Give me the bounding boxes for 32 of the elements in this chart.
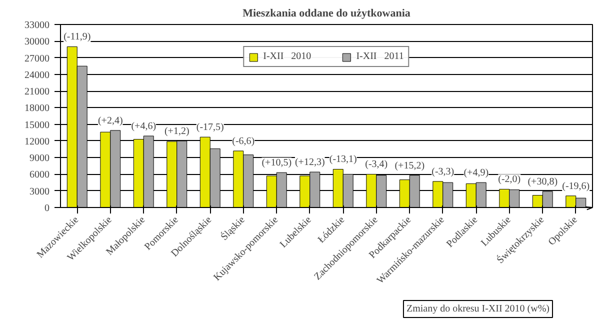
y-tick-label: 15000 bbox=[24, 120, 50, 131]
annotation: (+12,3) bbox=[294, 157, 325, 168]
annotation: (-11,9) bbox=[64, 32, 91, 43]
annotation: (+2,4) bbox=[98, 115, 123, 126]
y-tick-label: 24000 bbox=[24, 70, 50, 81]
annotation: (-6,6) bbox=[232, 136, 255, 147]
annotation: (-19,6) bbox=[562, 180, 590, 192]
annotation: (-3,4) bbox=[365, 159, 388, 170]
annotation: (+30,8) bbox=[528, 176, 558, 188]
annotation: (-3,3) bbox=[432, 166, 454, 178]
y-tick-label: 33000 bbox=[24, 20, 50, 31]
y-tick-label: 0 bbox=[44, 203, 50, 214]
annotation: (+10,5) bbox=[262, 158, 292, 169]
y-tick-label: 3000 bbox=[30, 186, 50, 198]
annotation: (+4,9) bbox=[464, 168, 489, 179]
y-tick-label: 27000 bbox=[24, 53, 50, 64]
text: Zmiany do okresu I-XII 2010 (w%) bbox=[406, 304, 550, 314]
legend-label: I-XII 2011 bbox=[356, 51, 404, 62]
y-tick-label: 30000 bbox=[24, 36, 50, 48]
y-tick-label: 9000 bbox=[30, 153, 50, 164]
y-tick-label: 12000 bbox=[24, 136, 50, 148]
annotation: (+15,2) bbox=[394, 160, 425, 172]
annotation: (+1,2) bbox=[164, 126, 190, 137]
annotation: (-2,0) bbox=[498, 174, 521, 186]
legend-label: I-XII 2010 bbox=[263, 51, 312, 62]
annotation: (+4,6) bbox=[131, 120, 156, 132]
chart-title: Mieszkania oddane do użytkowania bbox=[242, 8, 411, 20]
annotation: (-17,5) bbox=[196, 122, 224, 134]
y-tick-label: 18000 bbox=[24, 103, 50, 114]
y-tick-label: 6000 bbox=[30, 170, 50, 181]
y-tick-label: 21000 bbox=[24, 86, 50, 98]
annotation: (-13,1) bbox=[329, 154, 357, 166]
